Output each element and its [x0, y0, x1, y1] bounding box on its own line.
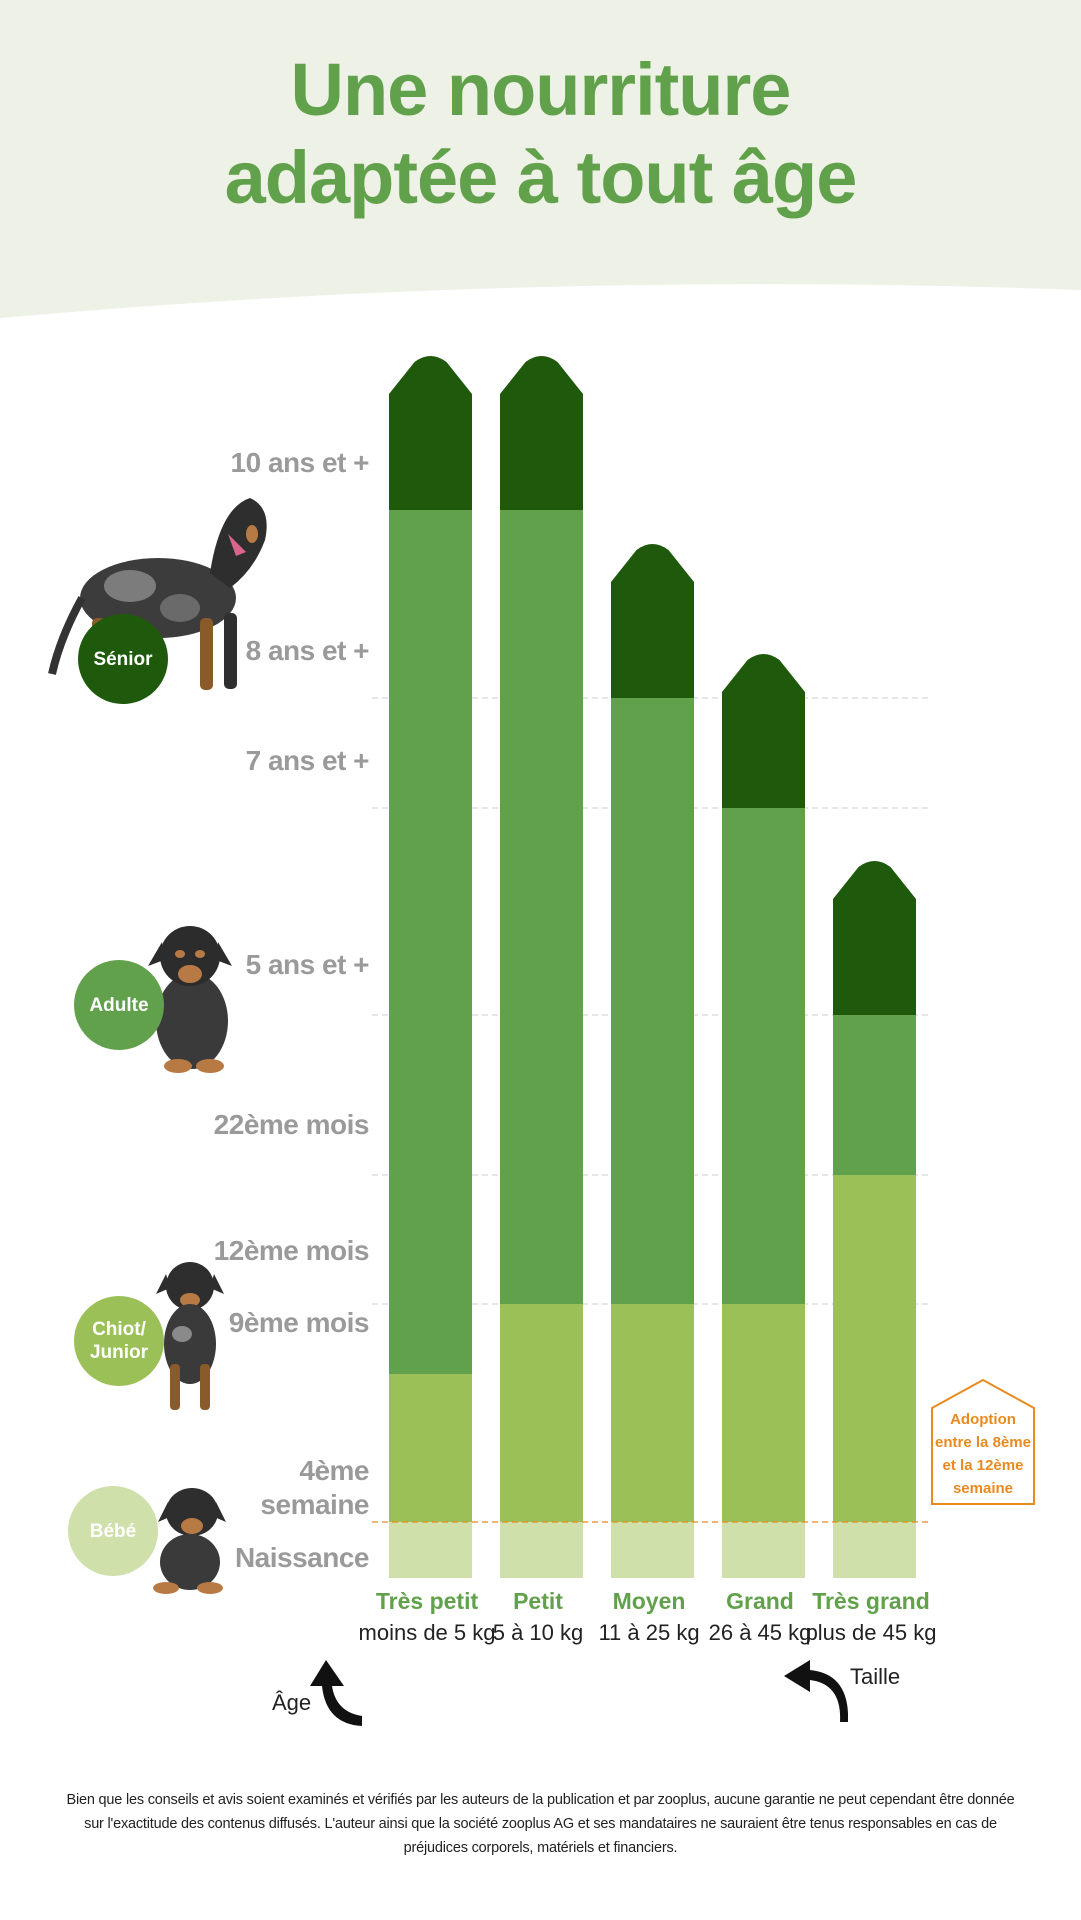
y-tick-naissance: Naissance: [234, 1542, 370, 1573]
y-tick-4semaine: 4ème semaine: [260, 1455, 369, 1520]
y-tick-9mois: 9ème mois: [228, 1307, 370, 1338]
bar-segment-adulte-grand: [722, 808, 805, 1304]
y-tick-22mois: 22ème mois: [213, 1109, 370, 1140]
y-tick-8ans: 8 ans et +: [245, 635, 370, 666]
bar-segment-adulte-moyen: [611, 698, 694, 1304]
dog-baby-photo: [153, 1488, 226, 1594]
category-weight-petit: 5 à 10 kg: [492, 1620, 584, 1645]
category-label-petit: Petit: [513, 1588, 563, 1614]
age-arrow-icon: [310, 1660, 362, 1726]
legal-disclaimer: Bien que les conseils et avis soient exa…: [66, 1792, 1015, 1856]
bar-segment-bebe-moyen: [611, 1522, 694, 1578]
category-weight-tres-grand: plus de 45 kg: [805, 1620, 937, 1645]
bar-segment-adulte-petit: [500, 510, 583, 1304]
bar-segment-senior-tres-grand: [833, 861, 916, 1015]
size-arrow-icon: [784, 1660, 848, 1722]
stage-badge-bebe: Bébé: [68, 1486, 158, 1576]
category-weight-moyen: 11 à 25 kg: [598, 1620, 700, 1645]
bar-segment-bebe-tres-petit: [389, 1522, 472, 1578]
adoption-annotation-shape: [931, 1378, 1035, 1505]
stage-badge-senior: Sénior: [78, 614, 168, 704]
bar-segment-senior-grand: [722, 654, 805, 808]
dog-puppy-photo: [156, 1262, 224, 1410]
bar-segment-senior-petit: [500, 356, 583, 510]
y-tick-12mois: 12ème mois: [213, 1235, 370, 1266]
category-label-tres-grand: Très grand: [812, 1588, 930, 1614]
category-label-moyen: Moyen: [612, 1588, 686, 1614]
bar-segment-chiot-junior-petit: [500, 1304, 583, 1522]
bar-segment-bebe-grand: [722, 1522, 805, 1578]
y-tick-5ans: 5 ans et +: [245, 949, 370, 980]
bar-segment-chiot-junior-moyen: [611, 1304, 694, 1522]
bar-segment-chiot-junior-tres-petit: [389, 1374, 472, 1522]
bar-segment-senior-tres-petit: [389, 356, 472, 510]
bar-segment-bebe-petit: [500, 1522, 583, 1578]
x-axis-word: Taille: [850, 1664, 901, 1689]
category-weight-grand: 26 à 45 kg: [708, 1620, 812, 1645]
header-background: [0, 0, 1081, 318]
page-title-line-2: adaptée à tout âge: [224, 136, 858, 219]
bar-segment-chiot-junior-tres-grand: [833, 1175, 916, 1522]
category-weight-tres-petit: moins de 5 kg: [358, 1620, 496, 1645]
page-title-line-1: Une nourriture: [290, 48, 792, 131]
bar-segment-bebe-tres-grand: [833, 1522, 916, 1578]
y-axis-word: Âge: [272, 1690, 312, 1715]
y-tick-10ans: 10 ans et +: [230, 447, 370, 478]
category-label-tres-petit: Très petit: [375, 1588, 479, 1614]
bar-segment-adulte-tres-grand: [833, 1015, 916, 1175]
bar-segment-senior-moyen: [611, 544, 694, 698]
stage-badge-chiot-junior: Chiot/ Junior: [74, 1296, 164, 1386]
bar-segment-chiot-junior-grand: [722, 1304, 805, 1522]
bar-segment-adulte-tres-petit: [389, 510, 472, 1374]
dog-adult-photo: [148, 926, 232, 1073]
category-label-grand: Grand: [726, 1588, 794, 1614]
stage-badge-adulte: Adulte: [74, 960, 164, 1050]
adoption-annotation-text: Adoption entre la 8ème et la 12ème semai…: [935, 1411, 1031, 1497]
y-tick-7ans: 7 ans et +: [245, 745, 370, 776]
